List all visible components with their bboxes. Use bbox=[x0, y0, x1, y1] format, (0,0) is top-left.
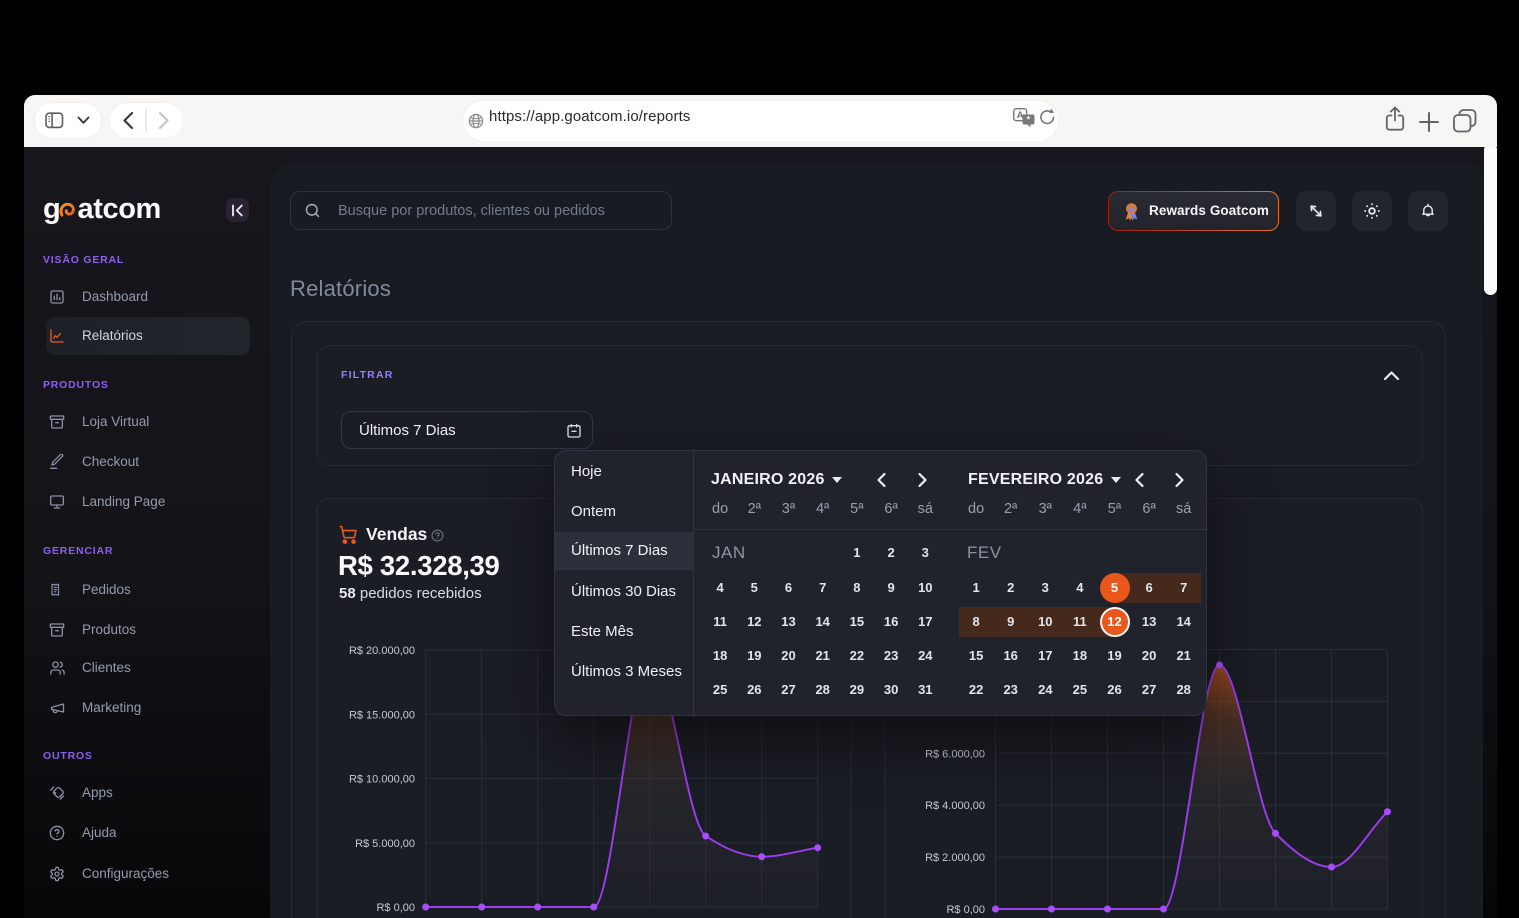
svg-text:R$ 2.000,00: R$ 2.000,00 bbox=[925, 852, 985, 864]
svg-text:R$ 0,00: R$ 0,00 bbox=[376, 902, 415, 914]
svg-text:R$ 15.000,00: R$ 15.000,00 bbox=[349, 710, 415, 722]
svg-text:R$ 5.000,00: R$ 5.000,00 bbox=[355, 838, 415, 850]
svg-text:R$ 10.000,00: R$ 10.000,00 bbox=[349, 774, 415, 786]
svg-text:R$ 6.000,00: R$ 6.000,00 bbox=[925, 748, 985, 760]
svg-text:A: A bbox=[1017, 110, 1024, 121]
svg-text:R$ 0,00: R$ 0,00 bbox=[946, 904, 985, 916]
svg-text:*: * bbox=[1027, 114, 1031, 124]
svg-text:R$ 4.000,00: R$ 4.000,00 bbox=[925, 800, 985, 812]
svg-text:R$ 20.000,00: R$ 20.000,00 bbox=[349, 645, 415, 657]
